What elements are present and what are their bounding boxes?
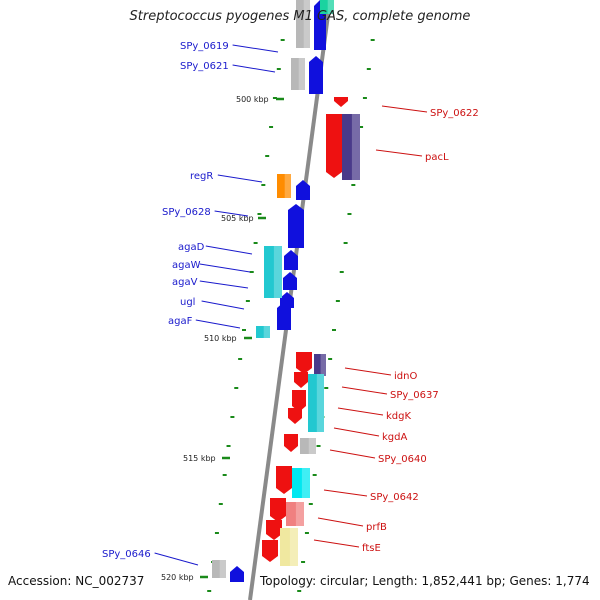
reverse-cds xyxy=(292,390,306,412)
gene-label-right: SPy_0640 xyxy=(378,454,427,465)
gene-label-left: SPy_0628 xyxy=(162,207,211,218)
gray-gene-shine xyxy=(219,560,226,578)
gene-label-left: SPy_0619 xyxy=(180,41,229,52)
pink-gene-shine xyxy=(295,502,304,526)
forward-cds xyxy=(296,180,310,200)
reverse-cds xyxy=(270,498,286,522)
leader-line xyxy=(199,280,249,289)
summary-text: Topology: circular; Length: 1,852,441 bp… xyxy=(260,574,590,588)
gene-label-right: kdgK xyxy=(386,411,411,422)
leader-line xyxy=(214,210,249,217)
gene-label-right: SPy_0637 xyxy=(390,390,439,401)
gene-label-left: SPy_0646 xyxy=(102,549,151,560)
scale-label: 520 kbp xyxy=(161,573,194,582)
navy-gene xyxy=(314,354,326,376)
gray-gene-shine xyxy=(298,58,305,90)
forward-cds xyxy=(230,566,244,582)
forward-cds xyxy=(277,302,291,330)
map-title: Streptococcus pyogenes M1 GAS, complete … xyxy=(129,9,471,24)
cyan-gene-shine xyxy=(273,246,282,298)
cream-gene xyxy=(280,528,298,566)
left-gene-labels: SPy_0619 SPy_0621 regR SPy_0628 agaD agaW agaV… xyxy=(102,41,279,566)
gene-label-right: pacL xyxy=(425,152,449,163)
navy-gene xyxy=(342,114,360,180)
gene-label-right: ftsE xyxy=(362,543,381,554)
reverse-cds xyxy=(276,466,292,494)
cyan-gene-shine xyxy=(316,374,324,432)
cyan-gene xyxy=(292,468,310,498)
gene-label-left: ugl xyxy=(180,297,195,308)
gene-label-right: SPy_0622 xyxy=(430,108,479,119)
reverse-cds xyxy=(262,540,278,562)
reverse-cds xyxy=(284,434,298,452)
leader-line xyxy=(232,64,276,73)
navy-gene-shine xyxy=(320,354,326,376)
leader-line xyxy=(341,386,388,395)
leader-line xyxy=(323,489,368,497)
scale-label: 510 kbp xyxy=(204,334,237,343)
reverse-cds xyxy=(288,408,302,424)
pink-gene xyxy=(286,502,304,526)
accession-text: Accession: NC_002737 xyxy=(8,574,145,588)
leader-line xyxy=(375,149,423,157)
gene-label-left: regR xyxy=(190,171,213,182)
gray-gene xyxy=(296,0,310,48)
reverse-cds xyxy=(334,97,348,107)
gray-gene xyxy=(212,560,226,578)
gray-gene xyxy=(300,438,316,454)
forward-cds xyxy=(284,250,298,270)
cream-gene-shine xyxy=(289,528,298,566)
leader-line xyxy=(201,300,245,310)
gene-label-right: prfB xyxy=(366,522,387,533)
gene-label-left: agaD xyxy=(178,242,205,253)
cyan-gene-shine xyxy=(301,468,310,498)
scale-label: 515 kbp xyxy=(183,454,216,463)
leader-line xyxy=(217,174,263,183)
gray-gene-shine xyxy=(308,438,316,454)
reverse-cds xyxy=(326,114,342,178)
navy-gene-shine xyxy=(351,114,360,180)
leader-line xyxy=(344,367,392,376)
gene-label-left: SPy_0621 xyxy=(180,61,229,72)
gene-label-left: agaV xyxy=(172,277,198,288)
cyan-gene xyxy=(256,326,270,338)
teal-gene xyxy=(320,0,334,14)
gene-label-right: SPy_0642 xyxy=(370,492,419,503)
cyan-gene-shine xyxy=(263,326,270,338)
right-gene-labels: SPy_0622 pacL idnO SPy_0637 kdgK kgdA SPy_0640… xyxy=(313,105,479,554)
forward-cds xyxy=(309,56,323,94)
cyan-gene xyxy=(308,374,324,432)
gene-label-right: idnO xyxy=(394,371,417,382)
teal-gene-shine xyxy=(327,0,334,14)
scale-label: 500 kbp xyxy=(236,95,269,104)
gene-label-right: kgdA xyxy=(382,432,407,443)
leader-line xyxy=(329,449,376,459)
feature-track xyxy=(212,0,360,582)
leader-line xyxy=(333,427,380,437)
leader-line xyxy=(205,245,253,255)
leader-line xyxy=(313,539,360,548)
leader-line xyxy=(154,552,199,566)
leader-line xyxy=(199,263,251,273)
reverse-cds xyxy=(294,372,308,388)
leader-line xyxy=(317,517,364,527)
orange-gene-shine xyxy=(284,174,291,198)
leader-line xyxy=(195,319,241,329)
cyan-gene xyxy=(264,246,282,298)
leader-line xyxy=(232,44,279,53)
scale-labels: 500 kbp 505 kbp 510 kbp 515 kbp 520 kbp xyxy=(161,95,284,582)
gene-label-left: agaW xyxy=(172,260,201,271)
forward-cds xyxy=(283,272,297,290)
reverse-cds xyxy=(296,352,312,374)
forward-cds xyxy=(288,204,304,248)
scale-label: 505 kbp xyxy=(221,214,254,223)
leader-line xyxy=(381,105,428,113)
gene-label-left: agaF xyxy=(168,316,193,327)
reverse-cds xyxy=(266,520,282,540)
orange-gene xyxy=(277,174,291,198)
gray-gene xyxy=(291,58,305,90)
leader-line xyxy=(337,407,384,416)
gray-gene-shine xyxy=(303,0,310,48)
